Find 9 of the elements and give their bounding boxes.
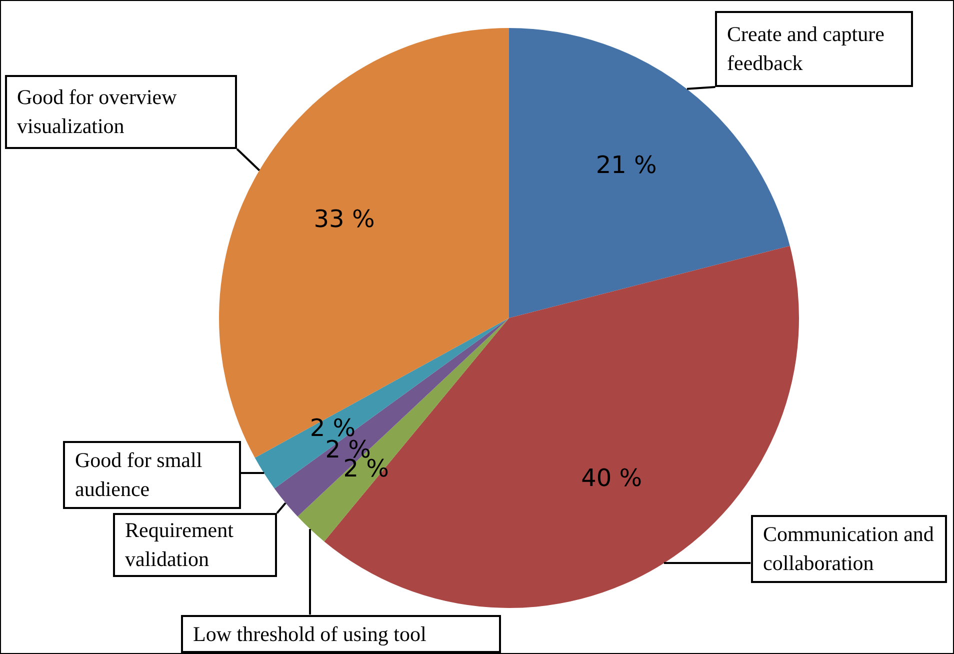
- data-label: 40 %: [581, 464, 642, 492]
- slice-label: Communication and collaboration: [763, 521, 935, 577]
- slice-label: Create and capture feedback: [727, 21, 886, 77]
- slice-label: Requirement validation: [125, 517, 234, 573]
- slice-label: Good for small audience: [75, 447, 204, 503]
- data-label: 33 %: [314, 204, 375, 233]
- slice-label: Good for overview visualization: [17, 84, 178, 140]
- slice-label: Low threshold of using tool: [193, 620, 426, 648]
- data-label: 21 %: [596, 151, 657, 179]
